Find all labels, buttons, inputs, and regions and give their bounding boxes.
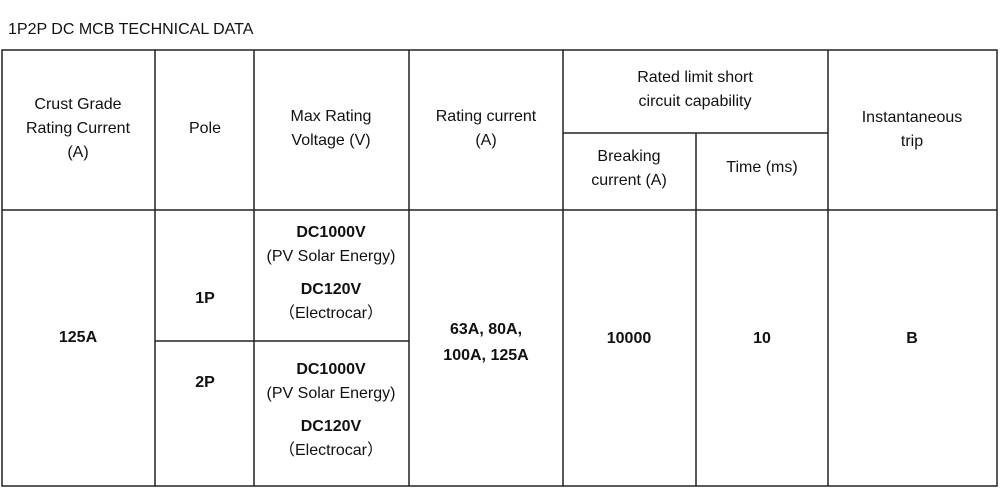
header-cell: Instantaneous (862, 109, 963, 126)
rating-current: 63A, 80A, (450, 321, 522, 338)
header-cell: Pole (189, 120, 221, 137)
pole: 2P (195, 374, 215, 391)
header-cell: (A) (67, 144, 88, 161)
crust-grade: 125A (59, 329, 98, 346)
header-cell: circuit capability (639, 93, 752, 110)
table-grid (1, 49, 998, 487)
voltage: DC120V (301, 418, 362, 435)
rating-current: 100A, 125A (443, 347, 529, 364)
header-cell: Rated limit short (637, 69, 753, 86)
pole: 1P (195, 290, 215, 307)
header-cell: trip (901, 133, 923, 150)
subheader-cell: current (A) (591, 172, 667, 189)
table-border (1, 49, 998, 487)
header-cell: Rating Current (26, 120, 131, 137)
breaking-current: 10000 (607, 330, 652, 347)
voltage: DC120V (301, 281, 362, 298)
time: 10 (753, 330, 771, 347)
title: 1P2P DC MCB TECHNICAL DATA (8, 21, 254, 38)
header-cell: Rating current (436, 108, 537, 125)
voltage-use: (PV Solar Energy) (267, 248, 396, 265)
voltage-use: （Electrocar） (279, 441, 383, 459)
header-cell: Crust Grade (34, 96, 121, 113)
voltage-use: (PV Solar Energy) (267, 385, 396, 402)
subheader-cell: Breaking (597, 148, 660, 165)
subheader-cell: Time (ms) (726, 159, 797, 176)
header-cell: Voltage (V) (291, 132, 370, 149)
voltage: DC1000V (296, 224, 366, 241)
trip: B (906, 330, 918, 347)
voltage-use: （Electrocar） (279, 304, 383, 322)
voltage: DC1000V (296, 361, 366, 378)
header-cell: (A) (475, 132, 496, 149)
header-cell: Max Rating (291, 108, 372, 125)
